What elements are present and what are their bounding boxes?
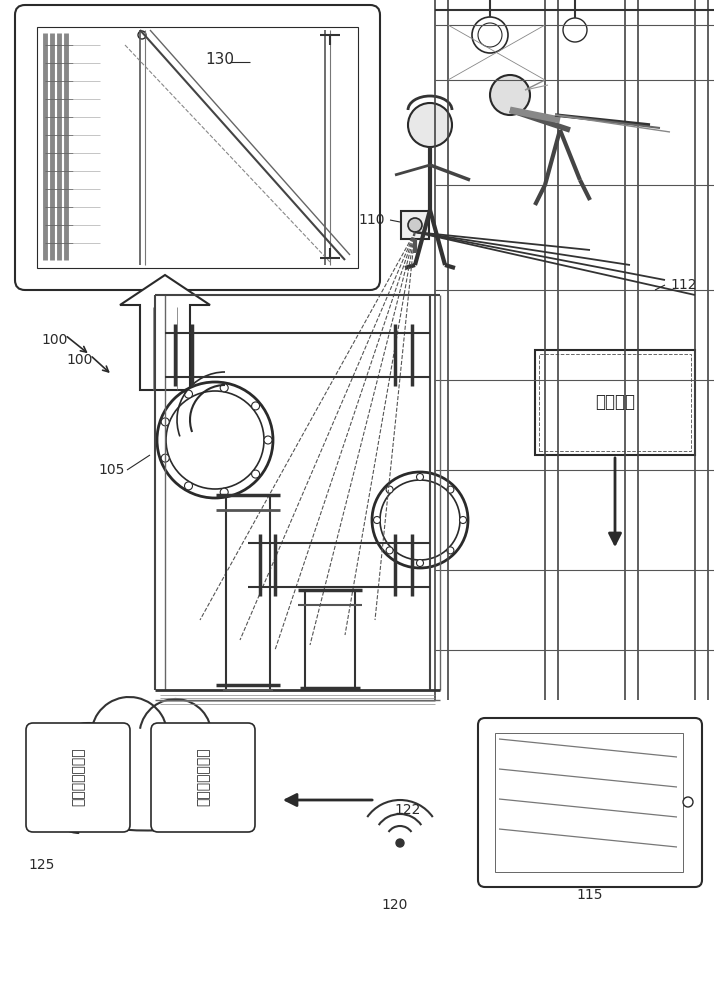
Circle shape <box>460 516 466 524</box>
Text: 130: 130 <box>206 52 234 68</box>
Text: 125: 125 <box>29 858 55 872</box>
Circle shape <box>683 797 693 807</box>
Circle shape <box>372 472 468 568</box>
Circle shape <box>447 547 454 554</box>
Text: 100: 100 <box>42 333 69 347</box>
Circle shape <box>490 75 530 115</box>
Circle shape <box>472 17 508 53</box>
Bar <box>401 211 429 239</box>
FancyBboxPatch shape <box>26 723 130 832</box>
Text: 预测软件: 预测软件 <box>595 393 635 411</box>
Text: 122: 122 <box>395 803 421 817</box>
Circle shape <box>447 486 454 493</box>
Circle shape <box>184 390 193 398</box>
Circle shape <box>416 560 423 566</box>
Circle shape <box>161 418 169 426</box>
Circle shape <box>157 382 273 498</box>
Circle shape <box>220 384 228 392</box>
Circle shape <box>408 103 452 147</box>
Text: 数据建模与分析: 数据建模与分析 <box>71 748 85 806</box>
Circle shape <box>380 480 460 560</box>
Circle shape <box>386 547 393 554</box>
Bar <box>495 733 683 872</box>
Circle shape <box>220 488 228 496</box>
Text: 112: 112 <box>670 278 696 292</box>
Circle shape <box>478 23 502 47</box>
Circle shape <box>373 516 381 524</box>
Text: 数据连接与插入: 数据连接与插入 <box>196 748 210 806</box>
Circle shape <box>416 474 423 481</box>
Bar <box>535 350 695 455</box>
Circle shape <box>563 18 587 42</box>
Circle shape <box>264 436 272 444</box>
Text: 100: 100 <box>67 353 94 367</box>
Text: 110: 110 <box>358 213 385 227</box>
Circle shape <box>251 402 260 410</box>
Circle shape <box>396 839 404 847</box>
FancyBboxPatch shape <box>151 723 255 832</box>
Polygon shape <box>120 275 210 390</box>
Circle shape <box>408 218 422 232</box>
Circle shape <box>166 391 264 489</box>
Circle shape <box>386 486 393 493</box>
Text: 115: 115 <box>577 888 603 902</box>
FancyBboxPatch shape <box>15 5 380 290</box>
FancyBboxPatch shape <box>478 718 702 887</box>
Text: 120: 120 <box>382 898 408 912</box>
Circle shape <box>161 454 169 462</box>
Text: 105: 105 <box>99 463 125 477</box>
Bar <box>37 27 358 268</box>
Circle shape <box>251 470 260 478</box>
Circle shape <box>184 482 193 490</box>
